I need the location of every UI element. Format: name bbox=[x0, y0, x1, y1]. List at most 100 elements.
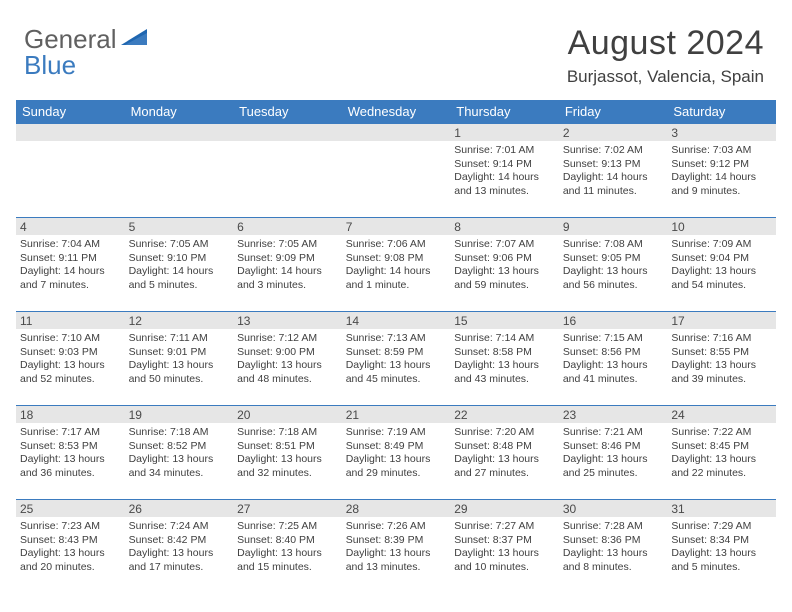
day-number: 9 bbox=[559, 218, 668, 235]
daylight-text: Daylight: 13 hours and 5 minutes. bbox=[671, 547, 772, 574]
dayhead-friday: Friday bbox=[559, 100, 668, 124]
day-details: Sunrise: 7:13 AMSunset: 8:59 PMDaylight:… bbox=[342, 329, 451, 391]
month-title: August 2024 bbox=[567, 24, 764, 63]
day-details: Sunrise: 7:15 AMSunset: 8:56 PMDaylight:… bbox=[559, 329, 668, 391]
daylight-text: Daylight: 14 hours and 1 minute. bbox=[346, 265, 447, 292]
sunrise-text: Sunrise: 7:23 AM bbox=[20, 520, 121, 534]
sunset-text: Sunset: 9:13 PM bbox=[563, 158, 664, 172]
day-details: Sunrise: 7:01 AMSunset: 9:14 PMDaylight:… bbox=[450, 141, 559, 203]
daylight-text: Daylight: 13 hours and 43 minutes. bbox=[454, 359, 555, 386]
daylight-text: Daylight: 13 hours and 32 minutes. bbox=[237, 453, 338, 480]
sunset-text: Sunset: 9:11 PM bbox=[20, 252, 121, 266]
day-cell: 5Sunrise: 7:05 AMSunset: 9:10 PMDaylight… bbox=[125, 218, 234, 312]
day-cell: 11Sunrise: 7:10 AMSunset: 9:03 PMDayligh… bbox=[16, 312, 125, 406]
day-number: 12 bbox=[125, 312, 234, 329]
day-details: Sunrise: 7:20 AMSunset: 8:48 PMDaylight:… bbox=[450, 423, 559, 485]
day-details: Sunrise: 7:06 AMSunset: 9:08 PMDaylight:… bbox=[342, 235, 451, 297]
day-number: 11 bbox=[16, 312, 125, 329]
header: General Blue August 2024 Burjassot, Vale… bbox=[0, 0, 792, 100]
day-cell: 8Sunrise: 7:07 AMSunset: 9:06 PMDaylight… bbox=[450, 218, 559, 312]
sunset-text: Sunset: 8:55 PM bbox=[671, 346, 772, 360]
sunset-text: Sunset: 9:12 PM bbox=[671, 158, 772, 172]
sunrise-text: Sunrise: 7:18 AM bbox=[129, 426, 230, 440]
dayhead-thursday: Thursday bbox=[450, 100, 559, 124]
sunset-text: Sunset: 8:58 PM bbox=[454, 346, 555, 360]
sunrise-text: Sunrise: 7:01 AM bbox=[454, 144, 555, 158]
day-details: Sunrise: 7:05 AMSunset: 9:09 PMDaylight:… bbox=[233, 235, 342, 297]
day-number: 19 bbox=[125, 406, 234, 423]
dayhead-monday: Monday bbox=[125, 100, 234, 124]
day-details: Sunrise: 7:18 AMSunset: 8:52 PMDaylight:… bbox=[125, 423, 234, 485]
day-cell: 12Sunrise: 7:11 AMSunset: 9:01 PMDayligh… bbox=[125, 312, 234, 406]
daylight-text: Daylight: 14 hours and 7 minutes. bbox=[20, 265, 121, 292]
sunrise-text: Sunrise: 7:16 AM bbox=[671, 332, 772, 346]
daylight-text: Daylight: 13 hours and 34 minutes. bbox=[129, 453, 230, 480]
day-number: 10 bbox=[667, 218, 776, 235]
day-cell: 23Sunrise: 7:21 AMSunset: 8:46 PMDayligh… bbox=[559, 406, 668, 500]
day-details: Sunrise: 7:28 AMSunset: 8:36 PMDaylight:… bbox=[559, 517, 668, 579]
sunrise-text: Sunrise: 7:13 AM bbox=[346, 332, 447, 346]
day-details: Sunrise: 7:10 AMSunset: 9:03 PMDaylight:… bbox=[16, 329, 125, 391]
day-cell: 24Sunrise: 7:22 AMSunset: 8:45 PMDayligh… bbox=[667, 406, 776, 500]
daylight-text: Daylight: 13 hours and 15 minutes. bbox=[237, 547, 338, 574]
sunset-text: Sunset: 8:51 PM bbox=[237, 440, 338, 454]
day-number: 27 bbox=[233, 500, 342, 517]
day-number: 8 bbox=[450, 218, 559, 235]
day-cell: 6Sunrise: 7:05 AMSunset: 9:09 PMDaylight… bbox=[233, 218, 342, 312]
sunset-text: Sunset: 8:42 PM bbox=[129, 534, 230, 548]
day-cell: 20Sunrise: 7:18 AMSunset: 8:51 PMDayligh… bbox=[233, 406, 342, 500]
day-cell: 25Sunrise: 7:23 AMSunset: 8:43 PMDayligh… bbox=[16, 500, 125, 594]
day-cell: 26Sunrise: 7:24 AMSunset: 8:42 PMDayligh… bbox=[125, 500, 234, 594]
day-number: 31 bbox=[667, 500, 776, 517]
day-number: 18 bbox=[16, 406, 125, 423]
sunrise-text: Sunrise: 7:18 AM bbox=[237, 426, 338, 440]
sunset-text: Sunset: 8:43 PM bbox=[20, 534, 121, 548]
sunset-text: Sunset: 8:34 PM bbox=[671, 534, 772, 548]
day-cell bbox=[342, 124, 451, 218]
daylight-text: Daylight: 13 hours and 59 minutes. bbox=[454, 265, 555, 292]
day-cell: 16Sunrise: 7:15 AMSunset: 8:56 PMDayligh… bbox=[559, 312, 668, 406]
daylight-text: Daylight: 14 hours and 13 minutes. bbox=[454, 171, 555, 198]
day-number: 13 bbox=[233, 312, 342, 329]
sunset-text: Sunset: 8:46 PM bbox=[563, 440, 664, 454]
day-number: 25 bbox=[16, 500, 125, 517]
sunrise-text: Sunrise: 7:19 AM bbox=[346, 426, 447, 440]
sunrise-text: Sunrise: 7:17 AM bbox=[20, 426, 121, 440]
day-details: Sunrise: 7:16 AMSunset: 8:55 PMDaylight:… bbox=[667, 329, 776, 391]
logo-triangle-icon bbox=[121, 27, 151, 52]
sunrise-text: Sunrise: 7:25 AM bbox=[237, 520, 338, 534]
day-details: Sunrise: 7:26 AMSunset: 8:39 PMDaylight:… bbox=[342, 517, 451, 579]
day-cell: 17Sunrise: 7:16 AMSunset: 8:55 PMDayligh… bbox=[667, 312, 776, 406]
sunset-text: Sunset: 8:56 PM bbox=[563, 346, 664, 360]
sunrise-text: Sunrise: 7:22 AM bbox=[671, 426, 772, 440]
sunrise-text: Sunrise: 7:29 AM bbox=[671, 520, 772, 534]
day-details: Sunrise: 7:18 AMSunset: 8:51 PMDaylight:… bbox=[233, 423, 342, 485]
day-number bbox=[342, 124, 451, 141]
day-number: 22 bbox=[450, 406, 559, 423]
sunset-text: Sunset: 9:01 PM bbox=[129, 346, 230, 360]
daylight-text: Daylight: 13 hours and 25 minutes. bbox=[563, 453, 664, 480]
sunset-text: Sunset: 9:09 PM bbox=[237, 252, 338, 266]
daylight-text: Daylight: 13 hours and 36 minutes. bbox=[20, 453, 121, 480]
daylight-text: Daylight: 13 hours and 17 minutes. bbox=[129, 547, 230, 574]
sunset-text: Sunset: 8:40 PM bbox=[237, 534, 338, 548]
day-number: 4 bbox=[16, 218, 125, 235]
day-number: 14 bbox=[342, 312, 451, 329]
day-details: Sunrise: 7:21 AMSunset: 8:46 PMDaylight:… bbox=[559, 423, 668, 485]
day-details: Sunrise: 7:29 AMSunset: 8:34 PMDaylight:… bbox=[667, 517, 776, 579]
calendar-table: Sunday Monday Tuesday Wednesday Thursday… bbox=[16, 100, 776, 594]
sunset-text: Sunset: 9:03 PM bbox=[20, 346, 121, 360]
sunset-text: Sunset: 8:37 PM bbox=[454, 534, 555, 548]
sunrise-text: Sunrise: 7:15 AM bbox=[563, 332, 664, 346]
day-number: 2 bbox=[559, 124, 668, 141]
logo: General Blue bbox=[24, 24, 151, 55]
day-number bbox=[16, 124, 125, 141]
day-cell: 30Sunrise: 7:28 AMSunset: 8:36 PMDayligh… bbox=[559, 500, 668, 594]
daylight-text: Daylight: 13 hours and 41 minutes. bbox=[563, 359, 664, 386]
day-cell: 14Sunrise: 7:13 AMSunset: 8:59 PMDayligh… bbox=[342, 312, 451, 406]
daylight-text: Daylight: 13 hours and 56 minutes. bbox=[563, 265, 664, 292]
sunset-text: Sunset: 8:52 PM bbox=[129, 440, 230, 454]
week-row: 11Sunrise: 7:10 AMSunset: 9:03 PMDayligh… bbox=[16, 312, 776, 406]
day-cell: 4Sunrise: 7:04 AMSunset: 9:11 PMDaylight… bbox=[16, 218, 125, 312]
day-details: Sunrise: 7:03 AMSunset: 9:12 PMDaylight:… bbox=[667, 141, 776, 203]
